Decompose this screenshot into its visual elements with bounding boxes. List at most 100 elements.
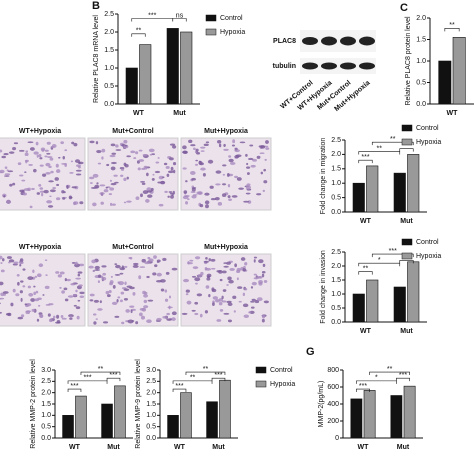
cell (101, 276, 107, 281)
cell (154, 170, 161, 174)
sig-label: ** (363, 265, 369, 272)
cell (246, 183, 251, 187)
y-tick-label: 1.0 (104, 65, 114, 72)
cell (221, 300, 227, 303)
cell (49, 189, 56, 193)
cell (109, 154, 116, 158)
cell (190, 191, 196, 194)
x-tick-label: Mut (107, 444, 120, 451)
cell (146, 190, 152, 193)
x-tick-label: Mut (212, 444, 225, 451)
legend-label: Control (270, 367, 293, 374)
cell (183, 278, 190, 283)
cell (194, 312, 199, 316)
cell (99, 300, 102, 304)
cell (135, 151, 139, 155)
cell (116, 299, 119, 303)
cell (166, 312, 170, 316)
cell (124, 281, 127, 286)
sig-label: ** (203, 366, 209, 373)
cell (0, 302, 1, 305)
cell (226, 300, 232, 304)
cell (54, 177, 59, 181)
cell (35, 141, 39, 146)
sig-bracket (371, 253, 414, 258)
cell (45, 274, 48, 277)
cell (98, 274, 102, 278)
cell (34, 275, 38, 278)
cell (228, 158, 234, 163)
cell (36, 318, 40, 322)
cell (78, 284, 83, 287)
cell (228, 279, 234, 284)
cell (191, 309, 196, 312)
cell (49, 195, 52, 198)
cell (64, 278, 67, 282)
cell (33, 291, 37, 296)
y-axis-title: Relative MMP-9 protein level (135, 359, 142, 449)
cell (194, 256, 201, 260)
cell (0, 269, 5, 273)
cell (111, 152, 117, 155)
x-tick-label: WT (69, 444, 81, 451)
cell (125, 144, 128, 147)
cell (190, 171, 196, 175)
cell (203, 143, 209, 146)
cell (251, 298, 256, 301)
x-tick-label: WT (133, 110, 145, 117)
blot-tubulin (300, 58, 376, 74)
cell (142, 290, 146, 295)
cell (191, 187, 196, 192)
cell (19, 290, 23, 294)
cell (169, 143, 176, 146)
sig-bracket (172, 380, 213, 384)
legend-swatch (255, 366, 267, 374)
y-tick-label: 2.0 (41, 390, 51, 397)
cell (143, 294, 149, 298)
cell (132, 264, 139, 268)
cell (236, 267, 241, 272)
cell (193, 147, 196, 151)
cell (239, 141, 246, 144)
cell (150, 187, 154, 192)
cell (89, 140, 95, 144)
cell (195, 148, 199, 152)
legend-swatch (255, 380, 267, 388)
cell (133, 157, 137, 160)
cell (171, 317, 176, 321)
cell (103, 189, 109, 193)
cell (36, 192, 41, 195)
cell (109, 202, 113, 207)
cell (110, 182, 117, 186)
cell (33, 298, 40, 302)
cell (123, 139, 128, 144)
cell (55, 271, 60, 274)
cell (74, 263, 80, 268)
cell (27, 187, 31, 192)
cell (227, 319, 233, 323)
cell (38, 263, 44, 268)
sig-label: *** (70, 383, 78, 390)
cell (17, 281, 20, 286)
cell (37, 304, 41, 307)
cell (137, 167, 141, 171)
cell (35, 290, 39, 294)
cell (256, 193, 262, 196)
cell (254, 299, 260, 304)
cell (172, 162, 177, 166)
bar (180, 392, 192, 439)
cell (57, 274, 63, 278)
y-tick-label: 0.5 (41, 424, 51, 431)
cell (0, 281, 4, 286)
cell (191, 195, 197, 199)
cell (261, 314, 266, 319)
cell (144, 261, 150, 265)
cell (250, 286, 254, 289)
cell (113, 174, 118, 177)
cell (245, 192, 251, 195)
cell (66, 185, 69, 190)
sig-bracket (172, 388, 187, 393)
cell (214, 299, 220, 303)
cell (47, 205, 54, 208)
cell (205, 141, 210, 144)
